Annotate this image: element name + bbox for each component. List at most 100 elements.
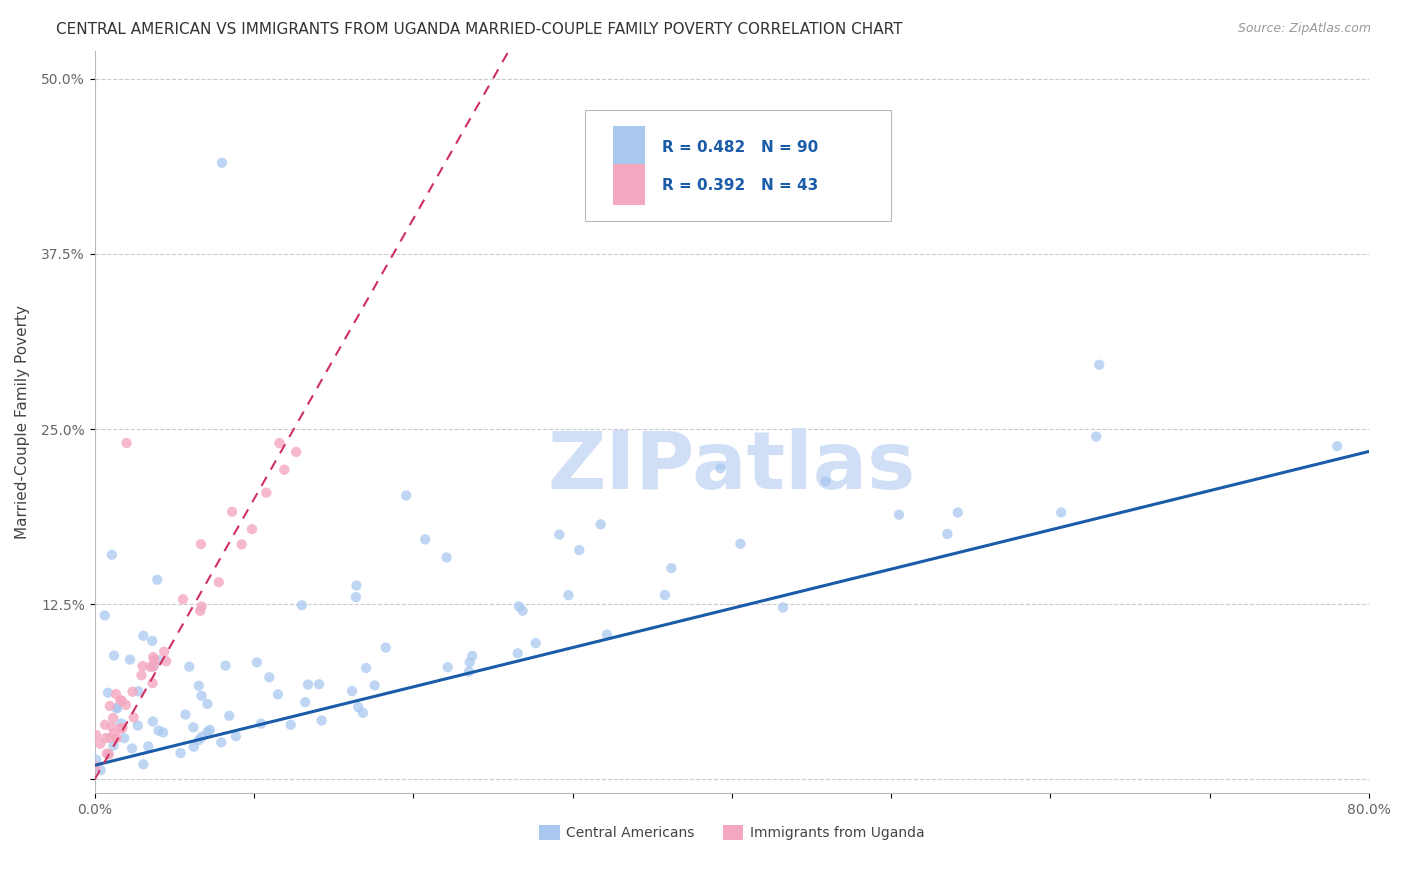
Point (179, 659, 201, 673)
Point (103, 726, 125, 740)
Point (143, 653, 166, 667)
Bar (613, 164, 645, 205)
Point (250, 716, 273, 731)
Point (188, 604, 211, 618)
Point (131, 659, 153, 673)
Point (596, 628, 619, 642)
Point (308, 677, 330, 691)
Point (254, 485, 277, 500)
Text: R = 0.482   N = 90: R = 0.482 N = 90 (662, 140, 818, 154)
Point (111, 694, 134, 708)
Text: ZIPatlas: ZIPatlas (548, 427, 917, 506)
Point (141, 676, 163, 690)
Point (413, 533, 436, 547)
Point (141, 633, 163, 648)
Point (112, 731, 135, 745)
Text: R = 0.392   N = 43: R = 0.392 N = 43 (662, 178, 818, 194)
Point (197, 697, 219, 711)
Point (208, 575, 231, 590)
Point (148, 723, 170, 738)
Point (246, 656, 269, 670)
Point (105, 701, 128, 715)
Point (110, 716, 132, 731)
Point (101, 548, 124, 562)
Point (589, 517, 612, 532)
Point (347, 700, 370, 714)
Point (84, 753, 107, 767)
Point (225, 729, 247, 743)
Point (1050, 506, 1073, 520)
Point (84, 728, 107, 742)
Point (122, 710, 145, 724)
Point (240, 522, 263, 536)
Point (197, 725, 219, 739)
Point (191, 730, 214, 744)
Point (772, 600, 794, 615)
Point (1088, 358, 1111, 372)
Point (568, 543, 591, 558)
Point (887, 508, 910, 522)
Point (297, 677, 319, 691)
Point (1085, 429, 1108, 443)
Point (131, 668, 153, 682)
Point (132, 757, 155, 772)
Legend: Central Americans, Immigrants from Uganda: Central Americans, Immigrants from Ugand… (533, 820, 931, 846)
Point (190, 537, 212, 551)
Point (153, 645, 176, 659)
Point (294, 695, 316, 709)
Point (118, 652, 141, 666)
Point (946, 506, 969, 520)
Point (190, 689, 212, 703)
Point (136, 739, 159, 754)
Point (340, 684, 363, 698)
Point (814, 475, 837, 489)
Bar (613, 127, 645, 168)
Point (936, 527, 959, 541)
Point (104, 687, 127, 701)
Point (461, 648, 484, 663)
Point (155, 654, 177, 668)
Point (110, 722, 132, 736)
Point (346, 578, 368, 592)
FancyBboxPatch shape (585, 110, 891, 221)
Point (269, 436, 291, 450)
Point (97, 747, 120, 761)
Point (127, 718, 149, 732)
Point (121, 684, 143, 698)
Point (730, 537, 752, 551)
Point (374, 640, 396, 655)
Point (259, 670, 281, 684)
Point (709, 461, 731, 475)
Point (142, 714, 165, 729)
Point (103, 739, 125, 753)
Point (98, 698, 121, 713)
Point (352, 706, 374, 720)
Point (190, 599, 212, 614)
Point (1326, 439, 1348, 453)
Point (280, 718, 302, 732)
Point (187, 733, 209, 747)
Y-axis label: Married-Couple Family Poverty: Married-Couple Family Poverty (15, 305, 30, 539)
Point (89, 737, 111, 751)
Point (273, 463, 295, 477)
Point (557, 588, 579, 602)
Point (142, 650, 165, 665)
Point (101, 720, 124, 734)
Point (506, 646, 529, 660)
Point (121, 741, 143, 756)
Point (363, 678, 385, 692)
Point (661, 561, 683, 575)
Point (110, 693, 132, 707)
Point (211, 155, 233, 169)
Point (198, 723, 221, 737)
Point (148, 653, 170, 667)
Point (512, 604, 534, 618)
Point (654, 588, 676, 602)
Text: Source: ZipAtlas.com: Source: ZipAtlas.com (1237, 22, 1371, 36)
Point (172, 592, 194, 607)
Point (344, 590, 367, 604)
Point (115, 698, 138, 712)
Point (354, 661, 377, 675)
Point (103, 648, 125, 663)
Point (221, 505, 243, 519)
